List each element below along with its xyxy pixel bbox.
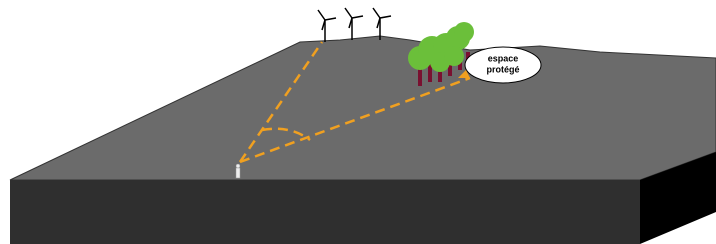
protected-area-label: protégé <box>486 64 519 74</box>
diagram: espace protégé <box>0 0 716 244</box>
protected-area-label: espace <box>488 53 519 63</box>
person <box>236 164 240 178</box>
terrain-top <box>10 36 716 180</box>
wind-turbines <box>318 8 391 42</box>
terrain-front <box>10 180 640 244</box>
